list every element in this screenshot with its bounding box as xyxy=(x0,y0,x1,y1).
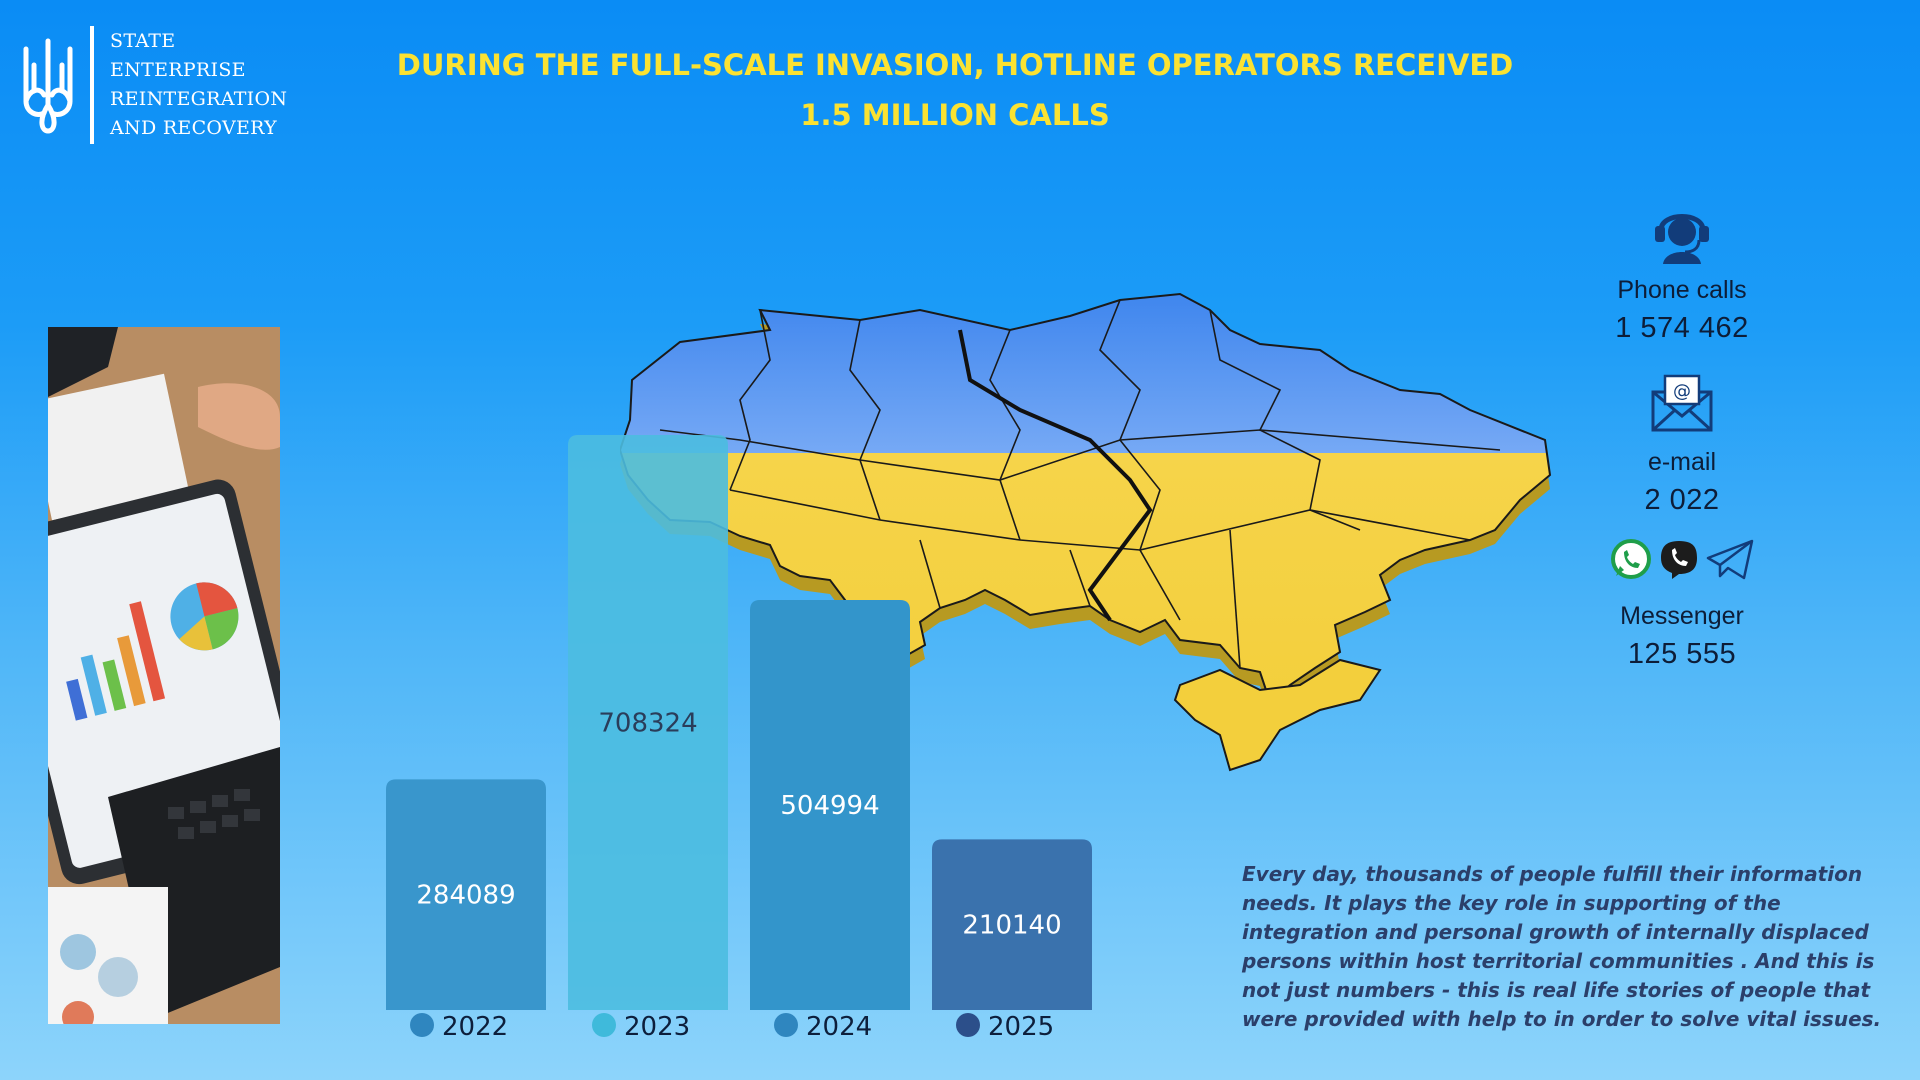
email-envelope-icon: @ xyxy=(1649,370,1715,436)
headline-line-2: 1.5 MILLION CALLS xyxy=(800,98,1110,132)
operator-headset-icon xyxy=(1649,198,1715,264)
headline: DURING THE FULL-SCALE INVASION, HOTLINE … xyxy=(380,40,1530,140)
logo-line-4: AND RECOVERY xyxy=(110,117,278,139)
legend-dot-2025 xyxy=(956,1013,980,1037)
whatsapp-icon xyxy=(1611,539,1651,579)
legend-dot-2023 xyxy=(592,1013,616,1037)
logo-line-2: ENTERPRISE xyxy=(110,59,246,81)
logo-text: STATE ENTERPRISE REINTEGRATION AND RECOV… xyxy=(110,27,287,143)
contact-stats: Phone calls 1 574 462 @ e-mail 2 022 xyxy=(1590,198,1774,674)
bar-2024 xyxy=(750,600,910,1010)
phone-calls-value: 1 574 462 xyxy=(1615,312,1749,344)
bar-2022 xyxy=(386,779,546,1010)
messenger-stat: Messenger 125 555 xyxy=(1590,534,1774,674)
bar-2025 xyxy=(932,839,1092,1010)
category-label-2022: 2022 xyxy=(442,1012,508,1042)
telegram-icon xyxy=(1706,539,1754,580)
phone-calls-label: Phone calls xyxy=(1617,276,1747,304)
headline-line-1: DURING THE FULL-SCALE INVASION, HOTLINE … xyxy=(396,48,1514,82)
category-label-2023: 2023 xyxy=(624,1012,690,1042)
logo-line-3: REINTEGRATION xyxy=(110,88,288,110)
email-label: e-mail xyxy=(1647,448,1717,476)
svg-text:@: @ xyxy=(1673,381,1691,402)
email-value: 2 022 xyxy=(1644,484,1720,516)
logo-divider xyxy=(90,26,94,144)
messenger-label: Messenger xyxy=(1620,602,1744,630)
trident-icon xyxy=(23,38,73,134)
bar-value-label-2024: 504994 xyxy=(780,791,879,821)
category-label-2024: 2024 xyxy=(806,1012,872,1042)
calls-bar-chart: 284089 2022 708324 2023 504994 2024 210140 2025 xyxy=(386,435,1092,1042)
description-text: Every day, thousands of people fulfill t… xyxy=(1242,862,1882,1031)
bar-value-label-2025: 210140 xyxy=(962,911,1061,941)
category-label-2025: 2025 xyxy=(988,1012,1054,1042)
messenger-icons xyxy=(1610,534,1754,584)
email-stat: @ e-mail 2 022 xyxy=(1590,370,1774,520)
bar-value-label-2022: 284089 xyxy=(416,881,515,911)
laptop-illustration xyxy=(48,327,280,1024)
bar-value-label-2023: 708324 xyxy=(598,709,697,739)
phone-calls-stat: Phone calls 1 574 462 xyxy=(1590,198,1774,348)
bar-2023 xyxy=(568,435,728,1010)
logo-line-1: STATE xyxy=(110,30,176,52)
legend-dot-2022 xyxy=(410,1013,434,1037)
logo: STATE ENTERPRISE REINTEGRATION AND RECOV… xyxy=(20,26,287,144)
messenger-value: 125 555 xyxy=(1627,638,1737,670)
viber-icon xyxy=(1661,541,1697,579)
legend-dot-2024 xyxy=(774,1013,798,1037)
laptop-photo xyxy=(48,327,280,1024)
